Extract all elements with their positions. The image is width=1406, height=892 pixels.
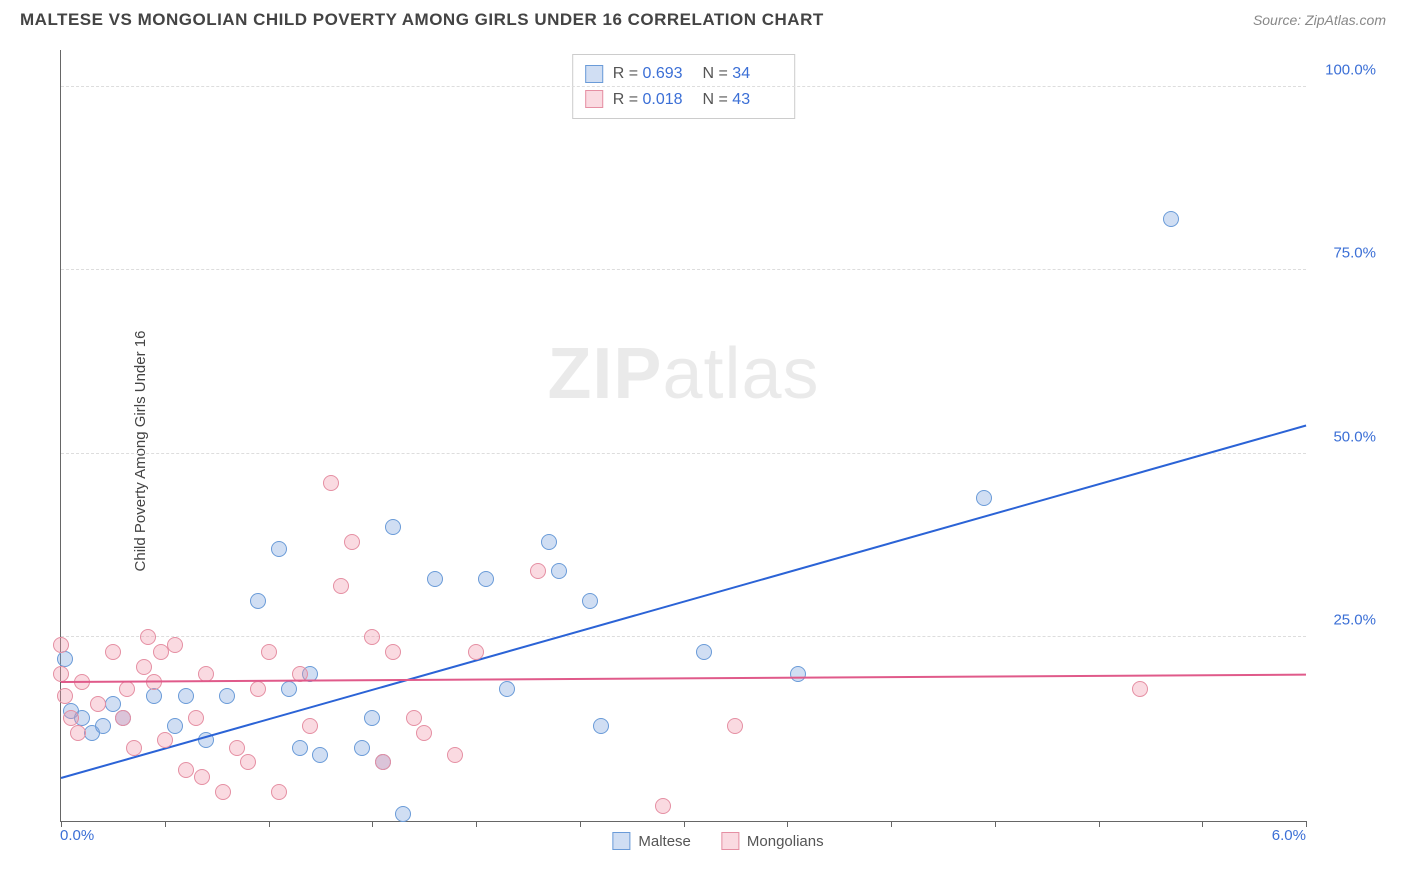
data-point [582, 593, 598, 609]
data-point [333, 578, 349, 594]
data-point [63, 710, 79, 726]
data-point [447, 747, 463, 763]
data-point [188, 710, 204, 726]
data-point [541, 534, 557, 550]
data-point [530, 563, 546, 579]
stats-row-mongolians: R = 0.018 N = 43 [585, 87, 783, 113]
swatch-mongolians [585, 90, 603, 108]
gridline [61, 86, 1306, 87]
data-point [790, 666, 806, 682]
x-tick [1306, 821, 1307, 827]
data-point [153, 644, 169, 660]
data-point [499, 681, 515, 697]
trend-line [61, 674, 1306, 683]
data-point [385, 644, 401, 660]
data-point [593, 718, 609, 734]
legend-label: Maltese [638, 833, 691, 850]
data-point [696, 644, 712, 660]
data-point [119, 681, 135, 697]
data-point [178, 762, 194, 778]
data-point [281, 681, 297, 697]
data-point [302, 718, 318, 734]
data-point [271, 784, 287, 800]
y-tick-label: 50.0% [1316, 428, 1376, 445]
data-point [57, 688, 73, 704]
data-point [194, 769, 210, 785]
data-point [406, 710, 422, 726]
swatch-mongolians-icon [721, 832, 739, 850]
legend-label: Mongolians [747, 833, 824, 850]
x-max-label: 6.0% [1272, 827, 1306, 844]
data-point [292, 740, 308, 756]
trend-line [61, 425, 1307, 779]
data-point [53, 637, 69, 653]
data-point [364, 710, 380, 726]
chart-container: Child Poverty Among Girls Under 16 ZIPat… [50, 50, 1386, 852]
stats-row-maltese: R = 0.693 N = 34 [585, 61, 783, 87]
data-point [167, 718, 183, 734]
data-point [105, 696, 121, 712]
data-point [157, 732, 173, 748]
data-point [240, 754, 256, 770]
chart-title: MALTESE VS MONGOLIAN CHILD POVERTY AMONG… [20, 10, 824, 30]
data-point [140, 629, 156, 645]
data-point [178, 688, 194, 704]
gridline [61, 269, 1306, 270]
data-point [364, 629, 380, 645]
legend-item-mongolians: Mongolians [721, 832, 824, 850]
data-point [136, 659, 152, 675]
data-point [90, 696, 106, 712]
y-tick-label: 100.0% [1316, 61, 1376, 78]
gridline [61, 636, 1306, 637]
data-point [70, 725, 86, 741]
data-point [385, 519, 401, 535]
data-point [416, 725, 432, 741]
swatch-maltese-icon [612, 832, 630, 850]
data-point [354, 740, 370, 756]
data-point [427, 571, 443, 587]
data-point [976, 490, 992, 506]
swatch-maltese [585, 65, 603, 83]
data-point [95, 718, 111, 734]
data-point [312, 747, 328, 763]
y-tick-label: 75.0% [1316, 245, 1376, 262]
data-point [57, 651, 73, 667]
data-point [1163, 211, 1179, 227]
data-point [323, 475, 339, 491]
data-point [219, 688, 235, 704]
data-point [229, 740, 245, 756]
plot-area: ZIPatlas R = 0.693 N = 34 R = 0.018 N = … [60, 50, 1306, 822]
x-min-label: 0.0% [60, 827, 94, 844]
watermark: ZIPatlas [547, 333, 819, 415]
data-point [478, 571, 494, 587]
gridline [61, 453, 1306, 454]
data-point [250, 593, 266, 609]
source-attribution: Source: ZipAtlas.com [1253, 12, 1386, 28]
data-point [344, 534, 360, 550]
data-point [1132, 681, 1148, 697]
legend-item-maltese: Maltese [612, 832, 691, 850]
data-point [261, 644, 277, 660]
data-point [115, 710, 131, 726]
data-point [146, 688, 162, 704]
data-point [53, 666, 69, 682]
data-point [375, 754, 391, 770]
y-tick-label: 25.0% [1316, 612, 1376, 629]
series-legend: Maltese Mongolians [612, 832, 823, 850]
data-point [395, 806, 411, 822]
data-point [271, 541, 287, 557]
data-point [551, 563, 567, 579]
data-point [468, 644, 484, 660]
data-point [126, 740, 142, 756]
data-point [105, 644, 121, 660]
data-point [250, 681, 266, 697]
data-point [655, 798, 671, 814]
data-point [167, 637, 183, 653]
data-point [727, 718, 743, 734]
data-point [215, 784, 231, 800]
